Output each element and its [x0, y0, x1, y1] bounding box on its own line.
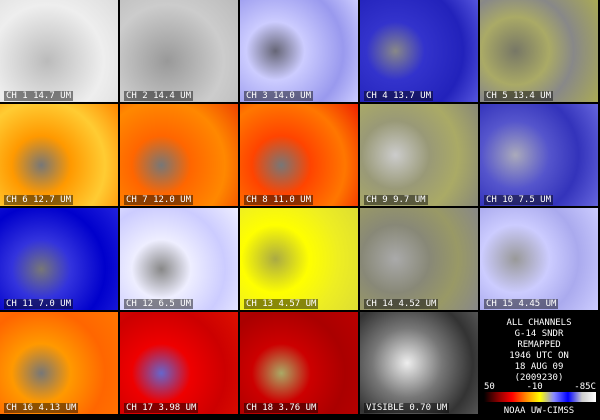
panel-label: CH 9 9.7 UM	[364, 195, 428, 205]
info-line: 1946 UTC ON	[509, 351, 569, 361]
panel-label: CH 18 3.76 UM	[244, 403, 319, 413]
panel-label: CH 1 14.7 UM	[4, 91, 74, 101]
satellite-panel: CH 11 7.0 UM	[0, 208, 118, 310]
info-line: REMAPPED	[517, 340, 561, 350]
satellite-panel: CH 18 3.76 UM	[240, 312, 358, 414]
panel-label: CH 17 3.98 UM	[124, 403, 199, 413]
satellite-panel: CH 17 3.98 UM	[120, 312, 238, 414]
satellite-panel: CH 10 7.5 UM	[480, 104, 598, 206]
panel-label: CH 12 6.5 UM	[124, 299, 194, 309]
panel-label: CH 2 14.4 UM	[124, 91, 194, 101]
panel-label: CH 6 12.7 UM	[4, 195, 74, 205]
satellite-panel: CH 2 14.4 UM	[120, 0, 238, 102]
panel-label: CH 8 11.0 UM	[244, 195, 314, 205]
satellite-panel: CH 5 13.4 UM	[480, 0, 598, 102]
panel-label: CH 10 7.5 UM	[484, 195, 554, 205]
panel-label: CH 11 7.0 UM	[4, 299, 74, 309]
satellite-panel: CH 4 13.7 UM	[360, 0, 478, 102]
satellite-panel: CH 3 14.0 UM	[240, 0, 358, 102]
colorbar	[484, 392, 596, 402]
colorbar-label: -10	[526, 382, 543, 392]
panel-label: CH 16 4.13 UM	[4, 403, 79, 413]
panel-label: CH 4 13.7 UM	[364, 91, 434, 101]
panel-label: VISIBLE 0.70 UM	[364, 403, 450, 413]
colorbar-labels: 50 -10 -85C	[484, 382, 596, 392]
colorbar-label: -85C	[574, 382, 596, 392]
panel-label: CH 15 4.45 UM	[484, 299, 559, 309]
satellite-panel: CH 6 12.7 UM	[0, 104, 118, 206]
panel-label: CH 14 4.52 UM	[364, 299, 439, 309]
panel-label: CH 7 12.0 UM	[124, 195, 194, 205]
satellite-panel: CH 1 14.7 UM	[0, 0, 118, 102]
satellite-panel: CH 12 6.5 UM	[120, 208, 238, 310]
satellite-panel: CH 8 11.0 UM	[240, 104, 358, 206]
satellite-panel: CH 9 9.7 UM	[360, 104, 478, 206]
colorbar-label: 50	[484, 382, 495, 392]
satellite-panel: VISIBLE 0.70 UM	[360, 312, 478, 414]
satellite-panel: CH 7 12.0 UM	[120, 104, 238, 206]
panel-label: CH 3 14.0 UM	[244, 91, 314, 101]
info-line: 18 AUG 09	[514, 362, 564, 372]
info-line: (2009230)	[514, 373, 564, 383]
satellite-panel: CH 14 4.52 UM	[360, 208, 478, 310]
panel-label: CH 13 4.57 UM	[244, 299, 319, 309]
info-line: ALL CHANNELS	[506, 318, 572, 328]
satellite-panel: CH 15 4.45 UM	[480, 208, 598, 310]
panel-label: CH 5 13.4 UM	[484, 91, 554, 101]
satellite-panel: CH 16 4.13 UM	[0, 312, 118, 414]
credit: NOAA UW-CIMSS	[503, 406, 575, 416]
info-line: G-14 SNDR	[514, 329, 564, 339]
info-block: ALL CHANNELS G-14 SNDR REMAPPED 1946 UTC ON…	[480, 318, 598, 384]
satellite-panel: CH 13 4.57 UM	[240, 208, 358, 310]
